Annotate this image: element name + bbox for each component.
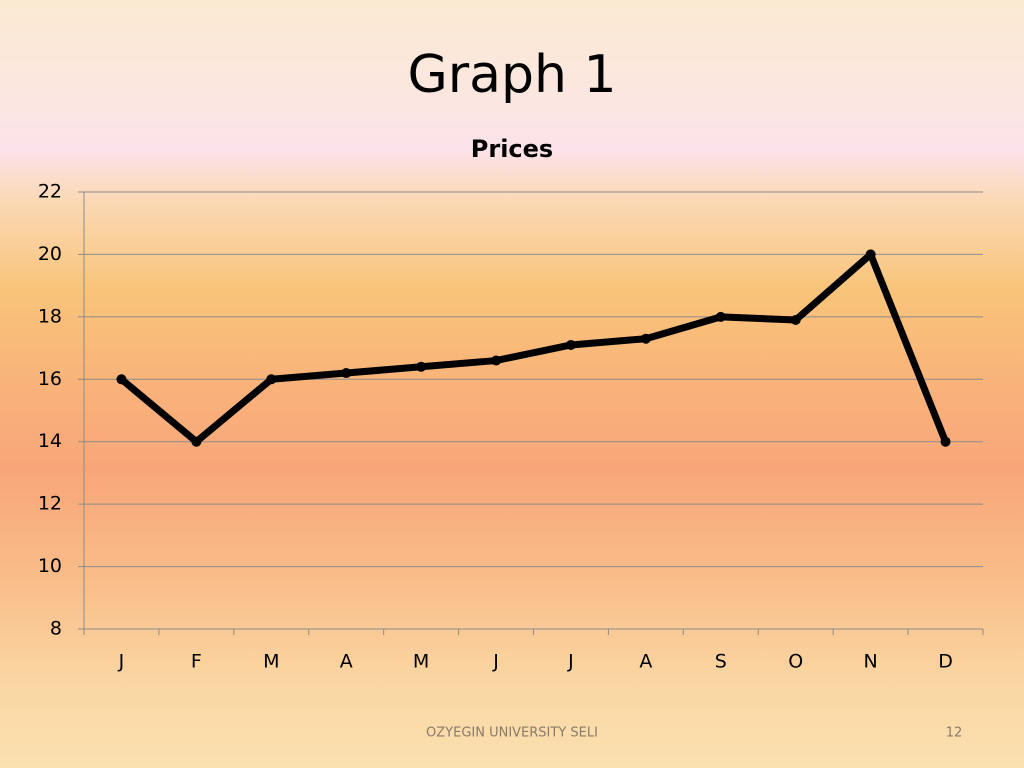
slide-title: Graph 1 <box>407 45 616 105</box>
y-tick-label: 20 <box>38 243 62 265</box>
plot-area: 8 10 12 14 16 18 20 22 J F M A M J J A S O N D <box>38 181 984 673</box>
x-tick-label: F <box>191 651 202 673</box>
y-tick-label: 14 <box>38 430 62 452</box>
data-point <box>715 311 726 322</box>
x-tick-label: O <box>788 651 803 673</box>
data-point <box>491 355 502 366</box>
y-tick-label: 10 <box>38 555 62 577</box>
data-point <box>790 314 801 325</box>
data-line <box>117 250 950 446</box>
footer: OZYEGIN UNIVERSITY SELI <box>426 726 598 741</box>
x-tick-label: S <box>715 651 727 673</box>
y-tick-label: 18 <box>38 305 62 327</box>
data-point <box>116 374 127 385</box>
data-point <box>416 361 427 372</box>
x-tick-label: M <box>263 651 279 673</box>
x-tick-label: A <box>340 651 353 673</box>
chart-title: Prices <box>471 135 553 163</box>
x-tick-label: D <box>938 651 953 673</box>
x-tick-label: N <box>864 651 878 673</box>
y-tick-label: 8 <box>50 618 62 640</box>
data-point <box>191 436 202 447</box>
x-tick-label: J <box>567 651 574 673</box>
data-point <box>266 374 277 385</box>
y-tick-label: 22 <box>38 181 62 203</box>
data-point <box>640 333 651 344</box>
data-point <box>565 339 576 350</box>
page-number: 12 <box>946 726 963 741</box>
data-point <box>341 368 352 379</box>
x-tick-label: J <box>118 651 125 673</box>
x-tick-label: J <box>492 651 499 673</box>
y-tick-label: 16 <box>38 368 62 390</box>
x-tick-label: A <box>639 651 652 673</box>
y-tick-label: 12 <box>38 493 62 515</box>
x-tick-label: M <box>413 651 429 673</box>
data-point <box>865 249 876 260</box>
data-point <box>940 436 951 447</box>
